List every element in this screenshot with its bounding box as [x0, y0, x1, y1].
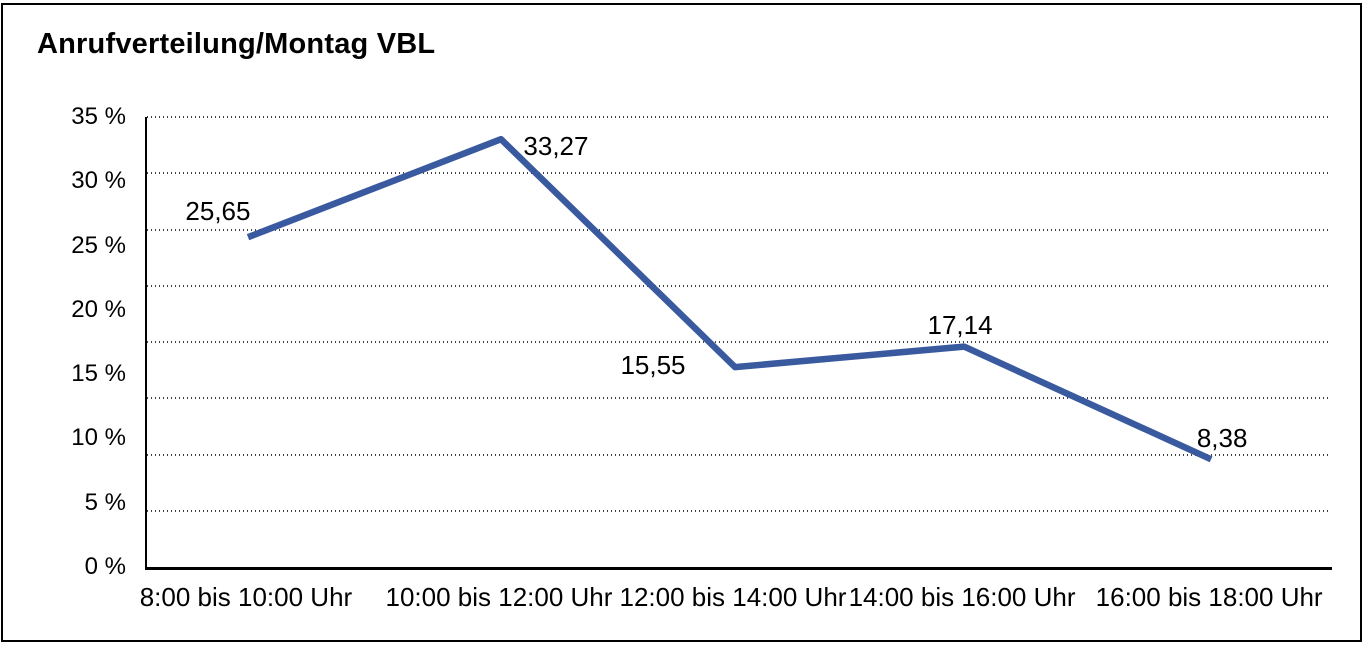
y-axis-tick-label: 20 %	[71, 295, 126, 323]
y-axis-tick-label: 30 %	[71, 167, 126, 195]
data-point-label: 17,14	[927, 309, 993, 340]
gridline	[147, 284, 1328, 287]
gridline	[147, 397, 1328, 400]
x-axis-category-label: 16:00 bis 18:00 Uhr	[1095, 582, 1323, 612]
data-polyline	[246, 135, 1213, 463]
y-axis-tick-label: 5 %	[84, 488, 126, 516]
data-line-layer	[246, 135, 1213, 463]
y-axis-tick-label: 25 %	[71, 231, 126, 259]
x-axis-category-label: 14:00 bis 16:00 Uhr	[848, 582, 1076, 612]
plot-area	[145, 116, 1332, 570]
gridline	[147, 453, 1328, 456]
data-point-label: 8,38	[1196, 423, 1248, 454]
gridline	[147, 341, 1328, 343]
y-axis-tick-label: 0 %	[84, 553, 126, 580]
chart-title: Anrufverteilung/Montag VBL	[37, 28, 436, 60]
data-point-label: 25,65	[185, 196, 251, 227]
gridline	[147, 172, 1328, 175]
x-axis-category-label: 8:00 bis 10:00 Uhr	[139, 582, 353, 612]
x-axis-category-label: 12:00 bis 14:00 Uhr	[619, 582, 847, 612]
data-point-label: 33,27	[523, 131, 589, 162]
gridline	[147, 509, 1328, 512]
gridline	[147, 228, 1328, 231]
x-axis-category-label: 10:00 bis 12:00 Uhr	[385, 582, 613, 612]
y-axis-tick-label: 35 %	[71, 103, 126, 130]
gridline	[147, 116, 1328, 118]
data-point-label: 15,55	[620, 350, 686, 381]
y-axis-tick-label: 15 %	[71, 360, 126, 388]
y-axis-tick-label: 10 %	[71, 424, 126, 452]
